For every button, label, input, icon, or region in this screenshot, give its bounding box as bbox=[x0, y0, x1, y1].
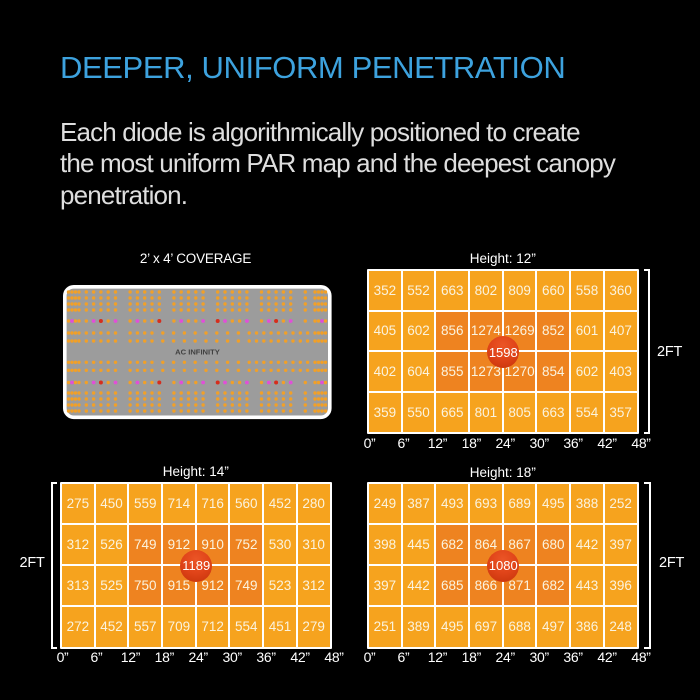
svg-text:AC INFINITY: AC INFINITY bbox=[175, 348, 220, 357]
